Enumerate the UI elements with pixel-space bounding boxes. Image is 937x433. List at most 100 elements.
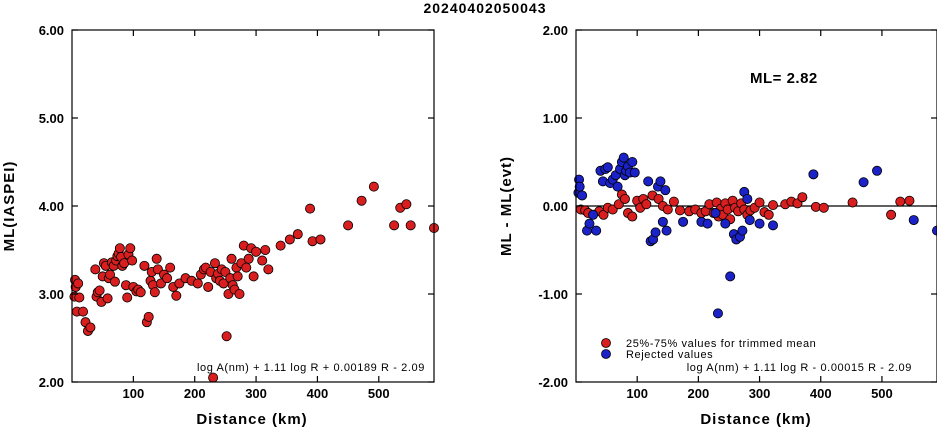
residual-point-trimmed xyxy=(818,202,829,213)
residual-point-rejected xyxy=(768,220,779,231)
residual-point-trimmed xyxy=(847,197,858,208)
magnitude-point xyxy=(102,293,113,304)
legend-label-rejected: Rejected values xyxy=(626,349,713,361)
residual-y-axis-title: ML - ML(evt) xyxy=(498,156,515,256)
residual-points xyxy=(573,152,937,319)
magnitude-point xyxy=(405,220,416,231)
residual-point-rejected xyxy=(702,218,713,229)
magnitude-point xyxy=(105,269,116,280)
magnitude-point xyxy=(315,234,326,245)
magnitude-point xyxy=(208,372,219,383)
residual-point-rejected xyxy=(650,227,661,238)
residual-point-rejected xyxy=(612,181,623,192)
magnitude-x-axis-title: Distance (km) xyxy=(196,411,307,428)
magnitude-point xyxy=(135,287,146,298)
magnitude-x-tick-label: 100 xyxy=(123,386,145,401)
residual-y-tick-label: -1.00 xyxy=(538,287,568,302)
residual-point-rejected xyxy=(591,225,602,236)
magnitude-point xyxy=(85,322,96,333)
magnitude-point xyxy=(368,181,379,192)
magnitude-point xyxy=(73,278,84,289)
residual-point-rejected xyxy=(754,218,765,229)
magnitude-point xyxy=(221,331,232,342)
residual-y-tick-label: -2.00 xyxy=(538,375,568,390)
legend-label-trimmed: 25%-75% values for trimmed mean xyxy=(626,338,816,350)
magnitude-point xyxy=(139,260,150,271)
residual-point-rejected xyxy=(618,152,629,163)
magnitude-point xyxy=(284,234,295,245)
residual-point-rejected xyxy=(629,167,640,178)
residual-point-rejected xyxy=(720,218,731,229)
magnitude-point xyxy=(149,287,160,298)
residual-y-tick-label: 1.00 xyxy=(543,111,568,126)
magnitude-y-tick-label: 2.00 xyxy=(39,375,64,390)
magnitude-point xyxy=(114,243,125,254)
residual-point-trimmed xyxy=(619,193,630,204)
residual-point-rejected xyxy=(710,208,721,219)
magnitude-point xyxy=(343,220,354,231)
residual-point-rejected xyxy=(908,215,919,226)
residual-point-rejected xyxy=(660,185,671,196)
magnitude-points xyxy=(69,181,439,383)
magnitude-point xyxy=(109,276,120,287)
magnitude-point xyxy=(143,311,154,322)
magnitude-point xyxy=(226,253,237,264)
residual-point-trimmed xyxy=(675,205,686,216)
residual-point-rejected xyxy=(602,162,613,173)
magnitude-point xyxy=(127,255,138,266)
magnitude-point xyxy=(263,264,274,275)
magnitude-point xyxy=(165,262,176,273)
magnitude-point xyxy=(209,258,220,269)
residual-point-trimmed xyxy=(768,200,779,211)
magnitude-y-tick-label: 3.00 xyxy=(39,287,64,302)
magnitude-panel: 100 200 300 400 500 2.00 3.00 4.00 5.00 6.00 Dis… xyxy=(1,23,439,428)
magnitude-point xyxy=(292,229,303,240)
magnitude-point xyxy=(305,203,316,214)
residual-point-rejected xyxy=(808,169,819,180)
magnitude-point xyxy=(78,306,89,317)
residual-formula-annotation: log A(nm) + 1.11 log R - 0.00015 R - 2.0… xyxy=(687,362,912,374)
magnitude-x-tick-label: 200 xyxy=(184,386,206,401)
residual-x-tick-label: 500 xyxy=(871,386,893,401)
residual-panel: 100 200 300 400 500 -2.00 -1.00 0.00 1.00 2.00 M… xyxy=(498,23,937,428)
residual-point-rejected xyxy=(643,176,654,187)
magnitude-point xyxy=(257,255,268,266)
residual-point-rejected xyxy=(657,216,668,227)
magnitude-point xyxy=(260,244,271,255)
residual-point-trimmed xyxy=(627,211,638,222)
magnitude-x-tick-label: 300 xyxy=(245,386,267,401)
page-title: 20240402050043 xyxy=(423,0,546,16)
residual-point-rejected xyxy=(932,225,937,236)
magnitude-point xyxy=(151,253,162,264)
residual-point-rejected xyxy=(678,216,689,227)
residual-point-rejected xyxy=(655,176,666,187)
residual-legend: 25%-75% values for trimmed mean Rejected… xyxy=(601,338,816,361)
magnitude-point xyxy=(125,243,136,254)
magnitude-x-tick-label: 400 xyxy=(307,386,329,401)
residual-point-rejected xyxy=(742,193,753,204)
residual-x-tick-label: 400 xyxy=(810,386,832,401)
magnitude-y-tick-label: 4.00 xyxy=(39,199,64,214)
residual-point-rejected xyxy=(737,225,748,236)
legend-marker-trimmed xyxy=(601,338,611,348)
magnitude-y-axis-title: ML(IASPEI) xyxy=(1,161,18,252)
residual-point-rejected xyxy=(872,165,883,176)
residual-point-rejected xyxy=(588,209,599,220)
residual-point-trimmed xyxy=(886,209,897,220)
magnitude-point xyxy=(241,262,252,273)
residual-x-tick-label: 100 xyxy=(626,386,648,401)
magnitude-x-ticks: 100 200 300 400 500 xyxy=(123,30,390,401)
magnitude-formula-annotation: log A(nm) + 1.11 log R + 0.00189 R - 2.0… xyxy=(197,362,425,374)
magnitude-point xyxy=(232,271,243,282)
residual-point-rejected xyxy=(858,177,869,188)
magnitude-point xyxy=(162,273,173,284)
residual-y-tick-label: 0.00 xyxy=(543,199,568,214)
residual-point-rejected xyxy=(584,218,595,229)
magnitude-y-tick-label: 5.00 xyxy=(39,111,64,126)
magnitude-point xyxy=(192,278,203,289)
residual-point-trimmed xyxy=(895,196,906,207)
residual-x-tick-label: 300 xyxy=(749,386,771,401)
residual-point-rejected xyxy=(725,271,736,282)
residual-point-rejected xyxy=(627,156,638,167)
magnitude-point xyxy=(243,253,254,264)
